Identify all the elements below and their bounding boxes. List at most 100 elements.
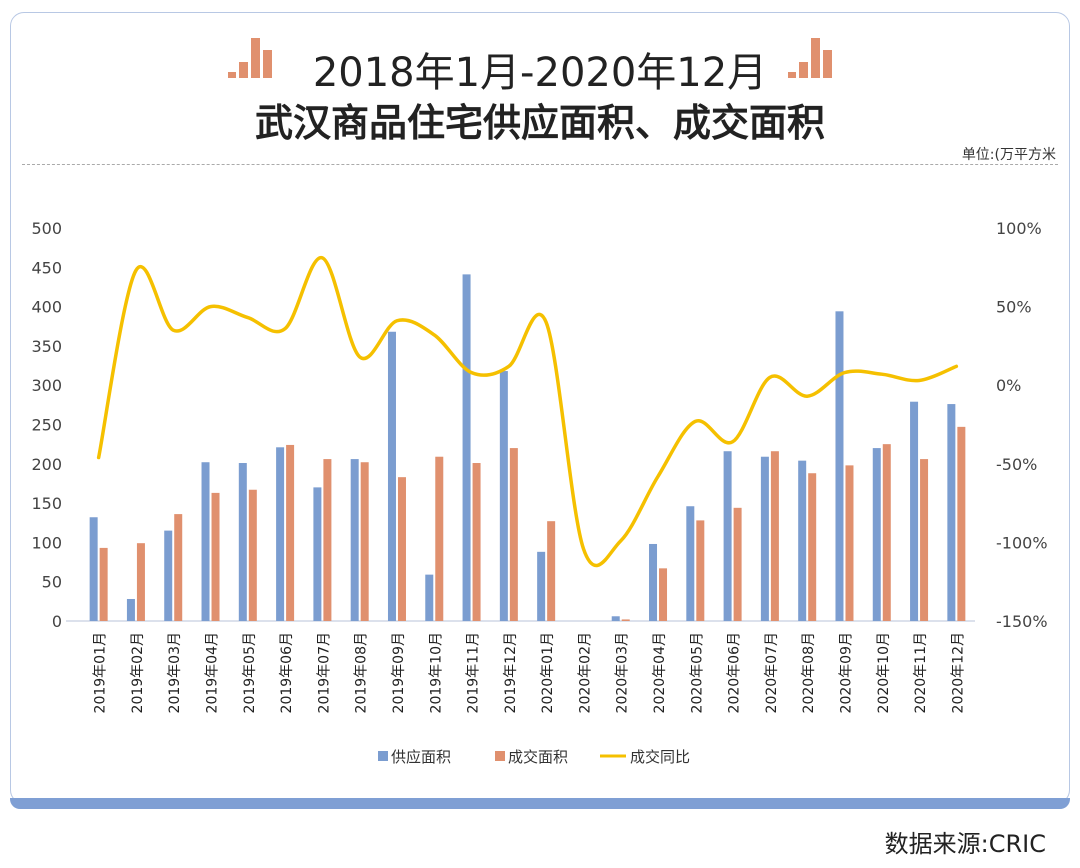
legend-label: 成交面积: [508, 748, 568, 766]
deal-bar: [211, 492, 220, 621]
supply-bar: [910, 401, 919, 621]
supply-bar: [201, 462, 210, 621]
supply-bar: [537, 551, 546, 621]
x-axis-tick-label: 2020年12月: [950, 632, 966, 713]
supply-bar: [238, 463, 247, 621]
chart-title-line1: 2018年1月-2020年12月: [312, 50, 768, 96]
card-bottom-bar: [10, 798, 1070, 809]
x-axis-tick-label: 2020年10月: [876, 632, 892, 713]
legend-label: 成交同比: [630, 748, 690, 766]
x-axis-tick-label: 2019年11月: [466, 632, 482, 713]
left-axis-tick-label: 50: [42, 573, 62, 592]
x-axis-tick-label: 2020年03月: [615, 632, 631, 713]
x-axis-tick-label: 2020年08月: [801, 632, 817, 713]
x-axis-tick-label: 2020年04月: [652, 632, 668, 713]
x-axis-tick-label: 2019年12月: [503, 632, 519, 713]
supply-bar: [462, 274, 471, 621]
bar-chart-deco-icon-right: [788, 38, 832, 78]
deal-bar: [808, 473, 817, 621]
deal-bar: [659, 568, 668, 621]
x-axis-tick-label: 2019年02月: [130, 632, 146, 713]
supply-bar: [649, 543, 658, 621]
left-axis-tick-label: 200: [31, 455, 62, 474]
left-axis-tick-label: 400: [31, 298, 62, 317]
supply-bar: [611, 616, 620, 621]
supply-bar: [387, 331, 396, 621]
deal-bar: [472, 463, 481, 621]
supply-bar: [723, 451, 732, 621]
supply-bar: [872, 448, 881, 621]
deal-bar: [435, 456, 444, 621]
supply-bar: [947, 404, 956, 621]
right-axis-tick-label: 100%: [996, 219, 1042, 238]
legend-swatch-0: [378, 751, 388, 761]
supply-bar: [686, 506, 695, 621]
supply-bar: [835, 311, 844, 621]
left-axis-tick-label: 300: [31, 376, 62, 395]
dashed-divider: [22, 164, 1058, 165]
x-axis-tick-label: 2019年03月: [167, 632, 183, 713]
supply-bar: [164, 530, 173, 621]
deal-bar: [733, 507, 742, 621]
legend-label: 供应面积: [391, 748, 451, 766]
deal-bar: [323, 459, 332, 621]
source-label: 数据来源:CRIC: [884, 830, 1046, 858]
left-axis-tick-label: 150: [31, 494, 62, 513]
deal-bar: [882, 444, 891, 621]
deal-bar: [174, 514, 183, 621]
x-axis-tick-label: 2019年08月: [354, 632, 370, 713]
supply-bar: [89, 517, 98, 621]
x-axis-tick-label: 2020年06月: [727, 632, 743, 713]
x-axis-tick-label: 2019年07月: [316, 632, 332, 713]
right-axis-tick-label: 0%: [996, 376, 1021, 395]
supply-bar: [499, 371, 508, 621]
x-axis-tick-label: 2020年09月: [838, 632, 854, 713]
supply-bar: [760, 456, 769, 621]
right-axis-tick-label: -50%: [996, 455, 1037, 474]
supply-bar: [126, 598, 135, 621]
deal-bar: [621, 619, 630, 621]
x-axis-tick-label: 2019年10月: [428, 632, 444, 713]
chart-svg: 0 50 100 150 200 250 300 350 400 450 500 -150% -100%…: [31, 219, 1048, 766]
deal-bar: [696, 520, 705, 621]
left-axis-tick-label: 100: [31, 533, 62, 552]
right-axis-tick-label: -100%: [996, 533, 1048, 552]
deal-bar: [286, 444, 295, 621]
supply-bar: [313, 487, 322, 621]
chart-title-line2: 武汉商品住宅供应面积、成交面积: [254, 101, 825, 145]
left-axis-tick-label: 350: [31, 337, 62, 356]
x-axis-tick-label: 2020年01月: [540, 632, 556, 713]
chart-card: [10, 12, 1070, 804]
x-axis-tick-label: 2020年07月: [764, 632, 780, 713]
supply-bar: [425, 574, 434, 621]
deal-bar: [547, 521, 556, 621]
right-axis-tick-label: 50%: [996, 298, 1032, 317]
deal-bar: [845, 465, 854, 621]
deal-bar: [920, 459, 929, 621]
deal-bar: [99, 547, 108, 621]
deal-bar: [397, 477, 406, 621]
supply-bar: [276, 447, 285, 621]
supply-bar: [350, 459, 359, 621]
x-axis-tick-label: 2019年04月: [205, 632, 221, 713]
deal-bar: [509, 448, 518, 621]
left-axis-tick-label: 0: [52, 612, 62, 631]
bar-chart-deco-icon-left: [228, 38, 272, 78]
x-axis-tick-label: 2020年02月: [577, 632, 593, 713]
yoy-line: [96, 256, 959, 568]
x-axis-tick-label: 2019年05月: [242, 632, 258, 713]
unit-label: 单位:(万平方米: [961, 147, 1056, 163]
x-axis-tick-label: 2019年01月: [93, 632, 109, 713]
deal-bar: [360, 462, 369, 621]
left-axis-tick-label: 500: [31, 219, 62, 238]
deal-bar: [770, 451, 779, 621]
deal-bar: [248, 489, 257, 621]
supply-bar: [798, 460, 807, 621]
x-axis-tick-label: 2020年11月: [913, 632, 929, 713]
right-axis-tick-label: -150%: [996, 612, 1048, 631]
x-axis-tick-label: 2020年05月: [689, 632, 705, 713]
left-axis-tick-label: 250: [31, 416, 62, 435]
legend-swatch-1: [495, 751, 505, 761]
x-axis-tick-label: 2019年09月: [391, 632, 407, 713]
left-axis-tick-label: 450: [31, 258, 62, 277]
